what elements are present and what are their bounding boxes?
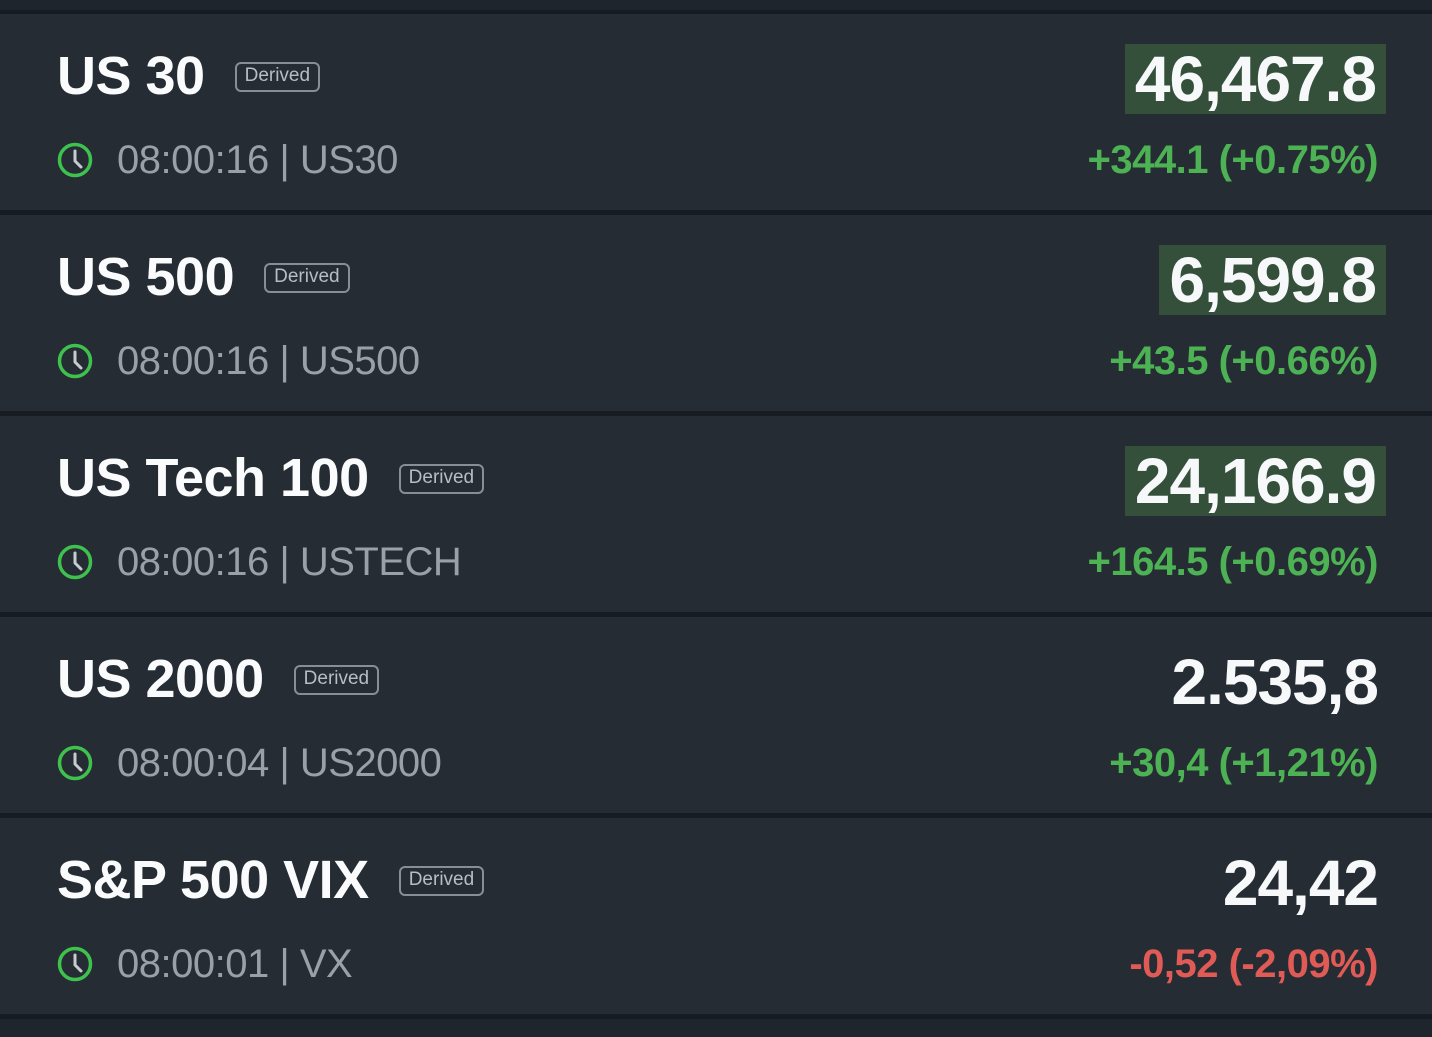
derived-badge: Derived [398, 866, 485, 896]
instrument-name: S&P 500 VIX [57, 850, 369, 910]
row-left-column: US Tech 100 Derived 08:00:16 | USTECH [57, 446, 485, 582]
market-row-us30[interactable]: US 30 Derived 08:00:16 | US30 46,467.8 +… [0, 14, 1432, 210]
previous-row-edge [0, 0, 1432, 10]
market-row-us500[interactable]: US 500 Derived 08:00:16 | US500 6,599.8 … [0, 215, 1432, 411]
instrument-name: US 2000 [57, 649, 264, 709]
update-time-line: 08:00:16 | USTECH [57, 542, 484, 582]
derived-badge: Derived [398, 464, 485, 494]
clock-icon [57, 544, 93, 580]
instrument-name-line: US 2000 Derived [57, 647, 441, 711]
price-change: -0,52 (-2,09%) [1129, 942, 1378, 986]
clock-icon [57, 142, 93, 178]
row-right-column: 6,599.8 +43.5 (+0.66%) [1109, 245, 1386, 383]
instrument-price: 2.535,8 [1171, 646, 1379, 718]
market-row-us2000[interactable]: US 2000 Derived 08:00:04 | US2000 2.535,… [0, 617, 1432, 813]
instrument-price: 46,467.8 [1124, 44, 1386, 114]
clock-icon [57, 343, 93, 379]
last-update-time: 08:00:16 | US30 [117, 138, 398, 182]
instrument-price: 24,166.9 [1124, 446, 1386, 516]
row-right-column: 24,42 -0,52 (-2,09%) [1129, 847, 1379, 986]
update-time-line: 08:00:04 | US2000 [57, 741, 442, 785]
price-change: +30,4 (+1,21%) [1109, 741, 1378, 785]
next-row-edge [0, 1019, 1432, 1037]
price-change: +43.5 (+0.66%) [1109, 339, 1378, 383]
clock-icon [57, 745, 93, 781]
row-divider [0, 411, 1432, 416]
update-time-line: 08:00:01 | VX [57, 944, 484, 984]
instrument-name-line: US Tech 100 Derived [57, 446, 485, 510]
derived-badge: Derived [264, 263, 350, 293]
instrument-name-line: US 30 Derived [57, 44, 398, 108]
row-divider [0, 612, 1432, 617]
price-change: +344.1 (+0.75%) [1087, 138, 1379, 182]
price-change: +164.5 (+0.69%) [1087, 540, 1379, 584]
row-left-column: US 30 Derived 08:00:16 | US30 [57, 44, 398, 180]
row-divider [0, 1014, 1432, 1019]
row-right-column: 24,166.9 +164.5 (+0.69%) [1087, 446, 1386, 584]
row-divider [0, 210, 1432, 215]
last-update-time: 08:00:16 | US500 [117, 339, 420, 383]
instrument-name: US Tech 100 [57, 448, 369, 508]
derived-badge: Derived [234, 62, 321, 92]
instrument-name: US 500 [57, 247, 235, 307]
instrument-price: 24,42 [1222, 847, 1379, 919]
clock-icon [57, 946, 93, 982]
row-divider [0, 813, 1432, 818]
instrument-name: US 30 [57, 46, 205, 106]
last-update-time: 08:00:04 | US2000 [117, 741, 442, 785]
row-left-column: US 2000 Derived 08:00:04 | US2000 [57, 647, 442, 785]
instrument-name-line: US 500 Derived [57, 245, 420, 309]
instrument-name-line: S&P 500 VIX Derived [57, 848, 485, 912]
last-update-time: 08:00:16 | USTECH [117, 540, 462, 584]
last-update-time: 08:00:01 | VX [117, 942, 353, 986]
market-row-sp500vix[interactable]: S&P 500 VIX Derived 08:00:01 | VX 24,42 … [0, 818, 1432, 1014]
row-right-column: 2.535,8 +30,4 (+1,21%) [1109, 646, 1379, 785]
row-left-column: S&P 500 VIX Derived 08:00:01 | VX [57, 848, 485, 984]
derived-badge: Derived [293, 665, 380, 695]
row-left-column: US 500 Derived 08:00:16 | US500 [57, 245, 420, 381]
row-right-column: 46,467.8 +344.1 (+0.75%) [1087, 44, 1386, 182]
update-time-line: 08:00:16 | US500 [57, 341, 420, 381]
update-time-line: 08:00:16 | US30 [57, 140, 398, 180]
market-row-ustech100[interactable]: US Tech 100 Derived 08:00:16 | USTECH 24… [0, 416, 1432, 612]
row-divider [0, 10, 1432, 14]
instrument-price: 6,599.8 [1159, 245, 1386, 315]
